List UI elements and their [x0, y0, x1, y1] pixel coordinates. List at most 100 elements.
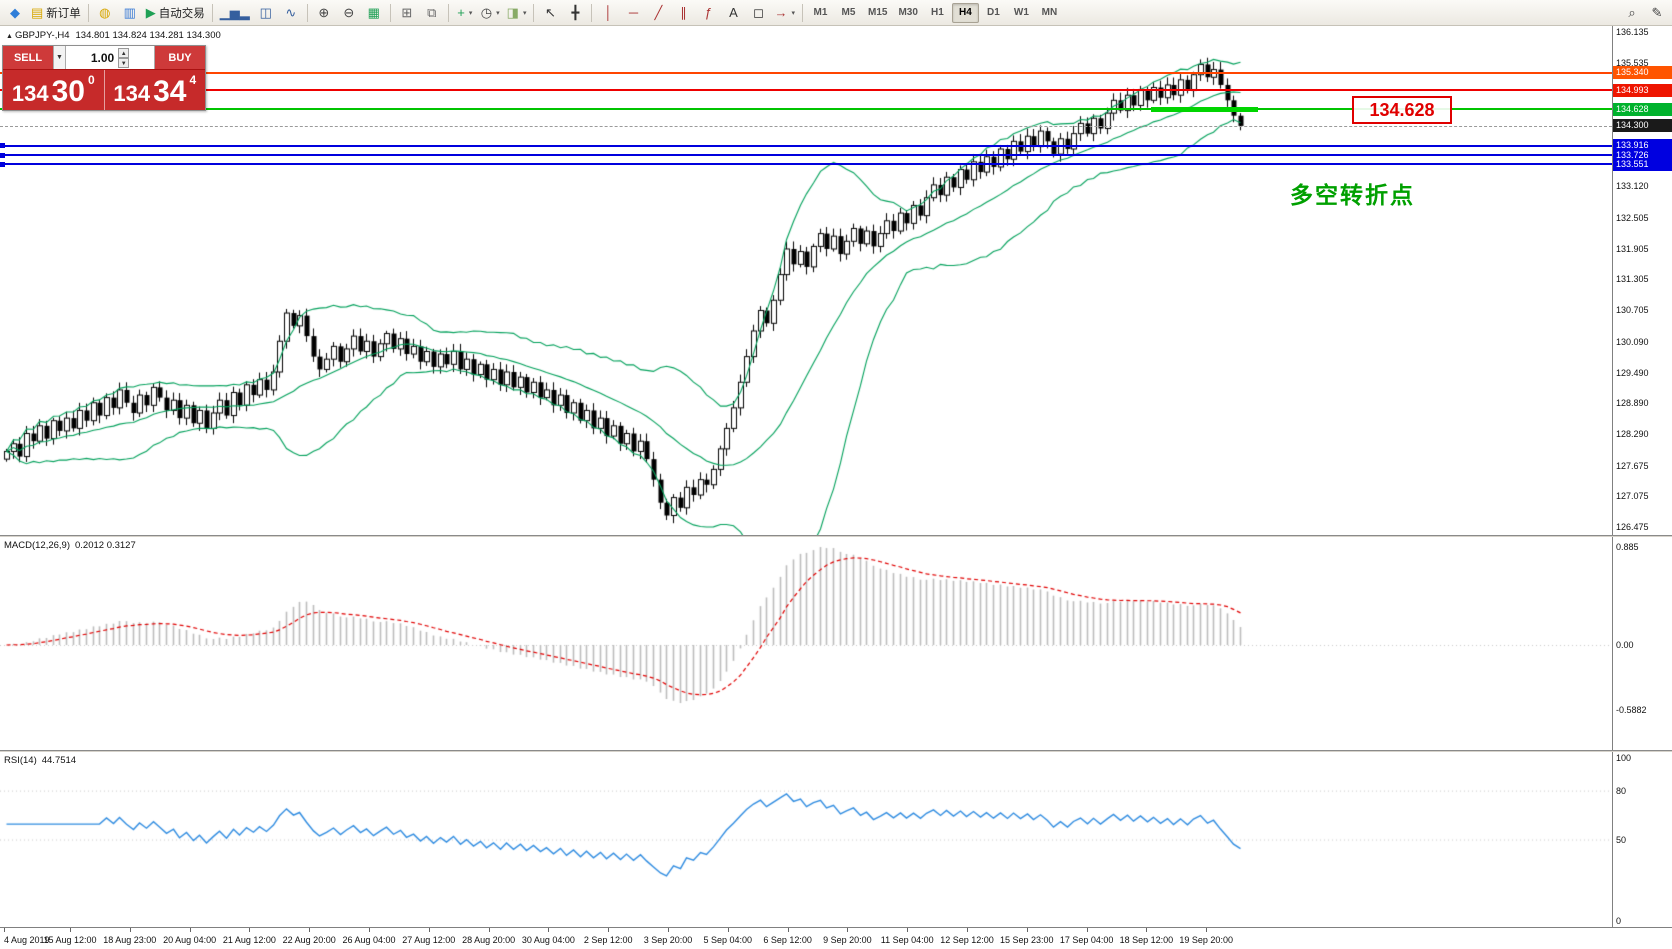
- zoom-in-button[interactable]: ⊕: [312, 2, 336, 24]
- lot-size-value: 1.00: [90, 50, 115, 65]
- zoom-out-icon: ⊖: [343, 5, 355, 20]
- time-axis-tick: [369, 928, 370, 932]
- rsi-axis-label: 100: [1616, 753, 1632, 763]
- sell-price-button[interactable]: 134 30 0: [3, 70, 104, 110]
- time-axis-tick: [608, 928, 610, 932]
- price-line-label: 134.993: [1613, 83, 1672, 97]
- buy-price-button[interactable]: 134 34 4: [105, 70, 206, 110]
- price-axis[interactable]: 135.340 134.993 134.628 134.300 133.916 133.7…: [1612, 26, 1672, 949]
- timeframe-m5[interactable]: M5: [841, 7, 856, 18]
- time-axis[interactable]: 4 Aug 2019 15 Aug 12:00 18 Aug 23:00 20 Aug…: [0, 927, 1672, 949]
- time-axis-tick: [548, 928, 550, 932]
- horizontal-line-135.340[interactable]: [0, 71, 1612, 74]
- buy-button[interactable]: BUY: [155, 46, 205, 69]
- time-axis-label: 15 Aug 12:00: [43, 935, 97, 945]
- pane-splitter[interactable]: [0, 535, 1672, 537]
- vertical-line-button[interactable]: │: [596, 2, 620, 24]
- auto-trading-button[interactable]: ▶ 自动交易: [143, 2, 208, 24]
- price-callout[interactable]: 134.628: [1352, 96, 1452, 124]
- app-button[interactable]: ◆: [3, 2, 27, 24]
- price-tick-label: 133.120: [1616, 181, 1649, 192]
- timeframe-m1[interactable]: M1: [813, 7, 828, 18]
- price-tick-label: 132.505: [1616, 212, 1649, 223]
- market-watch-button[interactable]: ◍: [93, 2, 117, 24]
- sell-price-main: 30: [51, 75, 85, 108]
- clock-icon: ◷: [480, 5, 493, 20]
- time-axis-tick: [668, 928, 669, 932]
- grid-button[interactable]: ▦: [362, 2, 386, 24]
- data-window-button[interactable]: ▥: [118, 2, 142, 24]
- support-highlight-segment[interactable]: [1151, 106, 1258, 112]
- candlestick-button[interactable]: ◫: [254, 2, 278, 24]
- mt-logo-icon: ◆: [10, 5, 20, 20]
- time-axis-tick: [727, 928, 729, 932]
- horizontal-line-134.628[interactable]: [0, 108, 1612, 111]
- macd-values: 0.2012 0.3127: [75, 540, 136, 551]
- cursor-button[interactable]: ↖: [538, 2, 562, 24]
- rsi-canvas[interactable]: [0, 752, 1612, 927]
- arrows-button[interactable]: → ▾: [771, 2, 798, 24]
- main-chart-canvas[interactable]: [0, 26, 1612, 535]
- indicators-button[interactable]: + ▾: [453, 2, 477, 24]
- horizontal-line-133.551[interactable]: [0, 163, 1612, 166]
- order-type-dropdown[interactable]: ▼: [53, 46, 66, 69]
- new-order-button[interactable]: ▤ 新订单: [28, 2, 84, 24]
- horizontal-line-134.993[interactable]: [0, 89, 1612, 92]
- horizontal-line-133.916[interactable]: [0, 144, 1612, 147]
- horizontal-line-button[interactable]: ─: [621, 2, 645, 24]
- price-tick-label: 131.305: [1616, 274, 1649, 285]
- line-handle[interactable]: [0, 152, 5, 158]
- fibonacci-button[interactable]: ƒ: [696, 2, 720, 24]
- line-chart-button[interactable]: ∿: [279, 2, 303, 24]
- timeframe-w1[interactable]: W1: [1013, 7, 1029, 18]
- time-axis-label: 3 Sep 20:00: [643, 935, 693, 945]
- bar-chart-icon: ▁▅▂: [219, 5, 250, 20]
- line-handle[interactable]: [0, 143, 5, 149]
- rsi-axis-label: 0: [1616, 916, 1622, 926]
- crosshair-button[interactable]: ╋: [563, 2, 587, 24]
- zoom-out-button[interactable]: ⊖: [337, 2, 361, 24]
- tile-windows-button[interactable]: ⊞: [395, 2, 419, 24]
- channel-button[interactable]: ∥: [671, 2, 695, 24]
- zoom-in-icon: ⊕: [318, 5, 330, 20]
- trendline-button[interactable]: ╱: [646, 2, 670, 24]
- timeframe-h4[interactable]: H4: [951, 2, 979, 23]
- lot-increase-button[interactable]: ▲: [118, 47, 130, 58]
- price-tick-label: 129.490: [1616, 367, 1649, 378]
- turning-point-annotation[interactable]: 多空转折点: [1290, 182, 1415, 208]
- timeframe-m30[interactable]: M30: [898, 7, 918, 18]
- horizontal-line-133.726[interactable]: [0, 154, 1612, 157]
- time-axis-label: 26 Aug 04:00: [342, 935, 396, 945]
- shapes-button[interactable]: ◻: [746, 2, 770, 24]
- price-tick-label: 131.905: [1616, 243, 1649, 254]
- symbol-label: GBPJPY-,H4: [14, 30, 70, 41]
- timeframe-h1[interactable]: H1: [930, 7, 944, 18]
- bid-price-line[interactable]: [0, 125, 1612, 127]
- line-chart-icon: ∿: [285, 5, 297, 20]
- time-axis-tick: [488, 928, 490, 932]
- chevron-down-icon: ▾: [522, 9, 527, 17]
- templates-button[interactable]: ◨ ▾: [504, 2, 530, 24]
- sell-price-sup: 0: [87, 73, 95, 87]
- price-divider: [103, 70, 105, 110]
- bar-chart-button[interactable]: ▁▅▂: [217, 2, 253, 24]
- sell-button[interactable]: SELL: [3, 46, 53, 69]
- time-axis-label: 18 Aug 23:00: [103, 935, 157, 945]
- chart-ohlc-readout: ▲ GBPJPY-,H4 134.801 134.824 134.281 134.3…: [6, 30, 221, 41]
- timeframe-d1[interactable]: D1: [986, 7, 1000, 18]
- search-button[interactable]: ⌕: [1620, 2, 1644, 24]
- pane-splitter[interactable]: [0, 750, 1672, 752]
- text-button[interactable]: A: [721, 2, 745, 24]
- lot-decrease-button[interactable]: ▼: [118, 57, 130, 68]
- cascade-windows-button[interactable]: ⧉: [420, 2, 444, 24]
- rsi-name: RSI(14): [4, 755, 37, 766]
- timeframe-mn[interactable]: MN: [1041, 7, 1058, 18]
- timeframe-m15[interactable]: M15: [867, 7, 888, 18]
- shapes-icon: ◻: [753, 5, 764, 20]
- lot-size-field[interactable]: 1.00 ▲ ▼: [66, 46, 155, 69]
- periods-button[interactable]: ◷ ▾: [478, 2, 503, 24]
- time-axis-label: 15 Sep 23:00: [1000, 935, 1054, 945]
- line-handle[interactable]: [0, 161, 5, 167]
- compose-button[interactable]: ✎: [1645, 2, 1669, 24]
- macd-canvas[interactable]: [0, 537, 1612, 750]
